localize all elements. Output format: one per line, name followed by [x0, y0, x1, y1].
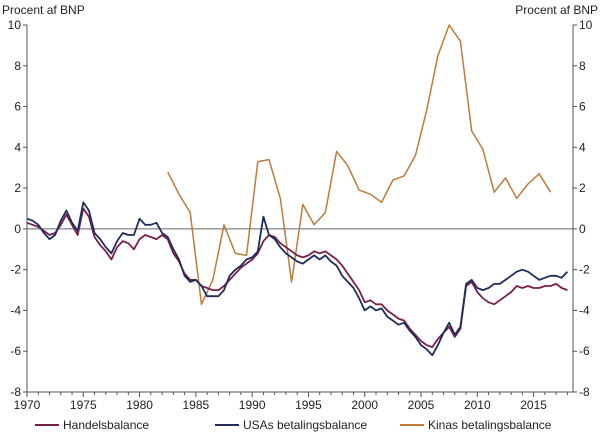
y-tick-label-left: -6 [10, 344, 21, 358]
x-tick-label: 1985 [183, 398, 210, 412]
y-tick-label-right: 8 [579, 59, 586, 73]
series-line-2 [167, 24, 552, 306]
y-tick-label-right: 6 [579, 100, 586, 114]
series-line-0 [26, 207, 568, 348]
y-tick-label-left: -2 [10, 263, 21, 277]
legend: Handelsbalance USAs betalingsbalance Kinas… [35, 418, 552, 432]
legend-label-2: Kinas betalingsbalance [428, 418, 552, 432]
series-layer [26, 24, 569, 357]
legend-label-1: USAs betalingsbalance [243, 418, 367, 432]
x-tick-label: 1995 [295, 398, 322, 412]
x-tick-label: 1970 [14, 398, 41, 412]
y-tick-label-left: -4 [10, 303, 21, 317]
right-axis-unit-label: Procent af BNP [515, 3, 598, 17]
x-tick-label: 1990 [239, 398, 266, 412]
y-tick-label-left: 4 [14, 140, 21, 154]
y-tick-label-left: 6 [14, 100, 21, 114]
y-tick-label-right: 10 [579, 18, 593, 32]
x-tick-label: 2000 [351, 398, 378, 412]
y-tick-label-right: -4 [579, 303, 590, 317]
y-tick-label-left: -8 [10, 385, 21, 399]
y-tick-label-left: 2 [14, 181, 21, 195]
x-tick-label: 1975 [70, 398, 97, 412]
y-tick-label-left: 8 [14, 59, 21, 73]
y-tick-label-left: 10 [8, 18, 22, 32]
y-tick-label-right: 0 [579, 222, 586, 236]
legend-label-0: Handelsbalance [63, 418, 149, 432]
y-tick-label-left: 0 [14, 222, 21, 236]
y-tick-label-right: 4 [579, 140, 586, 154]
series-line-1 [26, 201, 569, 357]
x-tick-label: 1980 [126, 398, 153, 412]
x-tick-label: 2005 [408, 398, 435, 412]
y-tick-label-right: -2 [579, 263, 590, 277]
y-tick-label-right: 2 [579, 181, 586, 195]
x-tick-label: 2015 [520, 398, 547, 412]
y-tick-label-right: -6 [579, 344, 590, 358]
left-axis-unit-label: Procent af BNP [2, 3, 85, 17]
y-tick-label-right: -8 [579, 385, 590, 399]
x-tick-label: 2010 [464, 398, 491, 412]
